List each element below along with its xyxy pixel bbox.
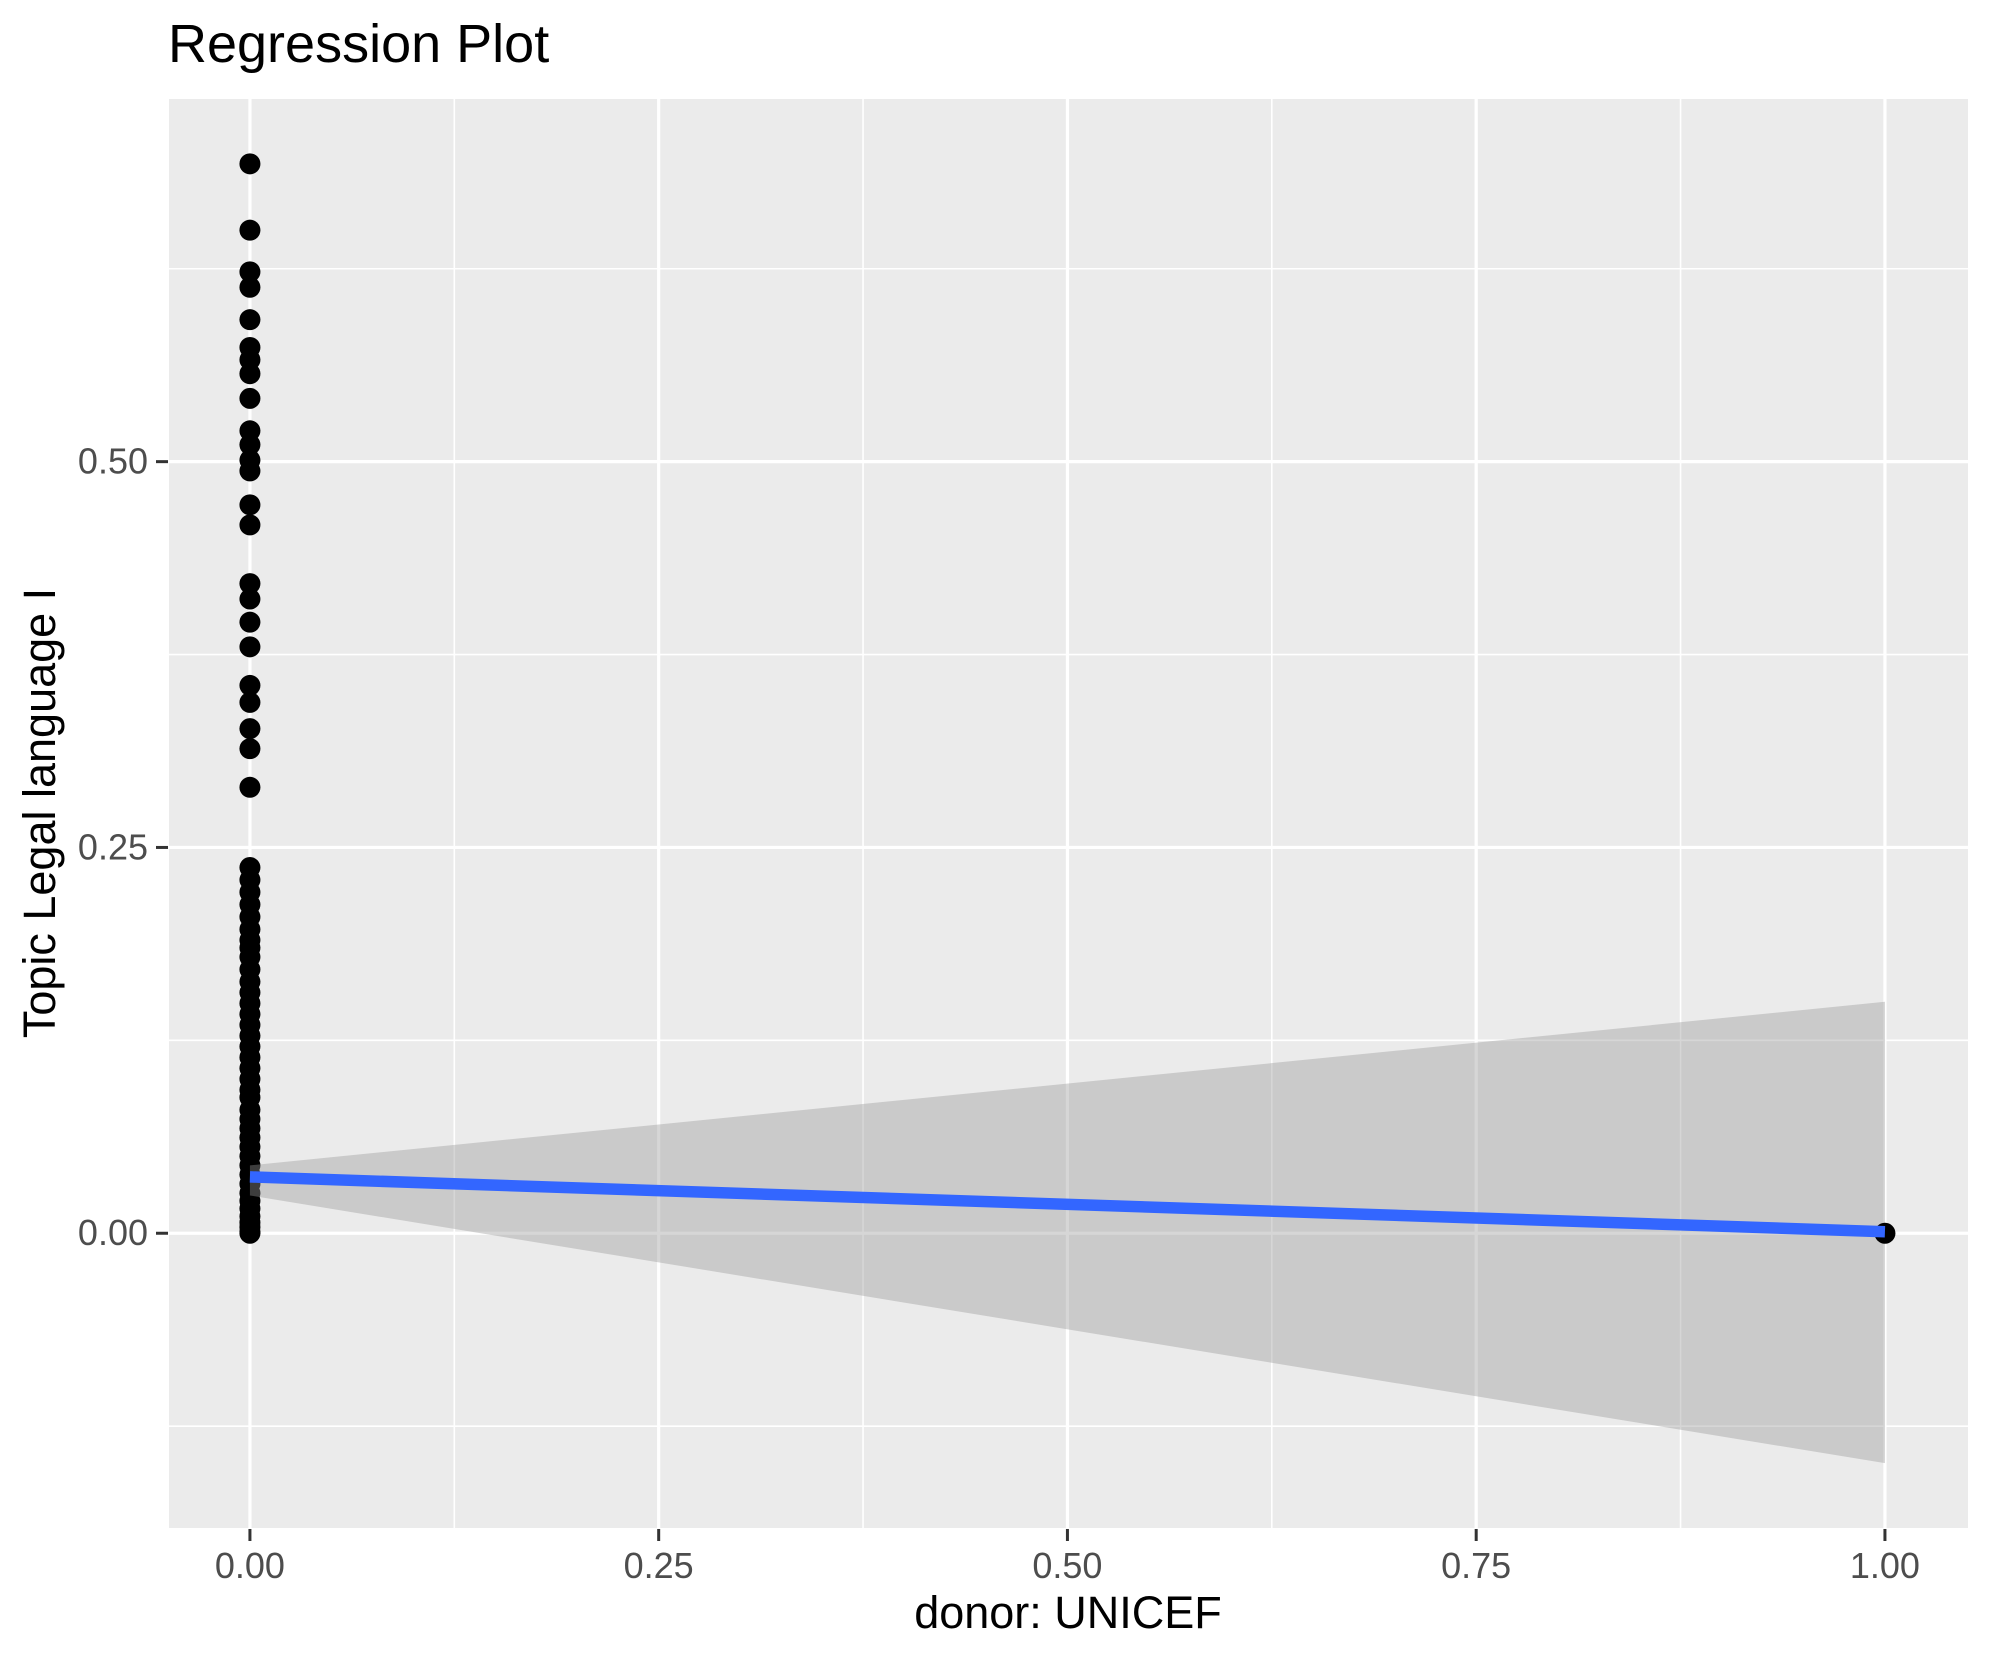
data-point (239, 738, 261, 760)
data-point (239, 691, 261, 713)
axes-layer: 0.00 0.25 0.50 0.75 1.00 0.00 0.25 0.50 (78, 441, 1920, 1586)
data-point (239, 153, 261, 175)
data-point (239, 573, 261, 595)
data-point (239, 636, 261, 658)
grid-layer (169, 99, 1968, 1528)
x-tick-label: 0.00 (215, 1545, 285, 1586)
data-point (239, 460, 261, 482)
data-point (239, 674, 261, 696)
plot-title: Regression Plot (168, 14, 549, 74)
data-point (239, 434, 261, 456)
data-point (239, 309, 261, 331)
data-point (239, 387, 261, 409)
data-point (239, 261, 261, 283)
data-point (239, 588, 261, 610)
x-axis-title: donor: UNICEF (914, 1587, 1222, 1638)
y-tick-label: 0.25 (78, 826, 148, 867)
data-point (239, 1222, 261, 1244)
data-point (239, 219, 261, 241)
data-point (239, 514, 261, 536)
confidence-band (249, 1001, 1885, 1464)
data-point (239, 363, 261, 385)
x-tick-label: 1.00 (1850, 1545, 1920, 1586)
x-tick-label: 0.25 (624, 1545, 694, 1586)
data-point (239, 276, 261, 298)
data-layer (239, 153, 1896, 1464)
data-point (239, 611, 261, 633)
y-tick-label: 0.00 (78, 1212, 148, 1253)
x-tick-label: 0.50 (1032, 1545, 1102, 1586)
y-tick-label: 0.50 (78, 441, 148, 482)
regression-line (249, 1171, 1886, 1238)
data-point (239, 494, 261, 516)
data-point (239, 718, 261, 740)
x-tick-label: 0.75 (1441, 1545, 1511, 1586)
y-axis-title: Topic Legal language I (14, 588, 65, 1038)
data-point (239, 776, 261, 798)
